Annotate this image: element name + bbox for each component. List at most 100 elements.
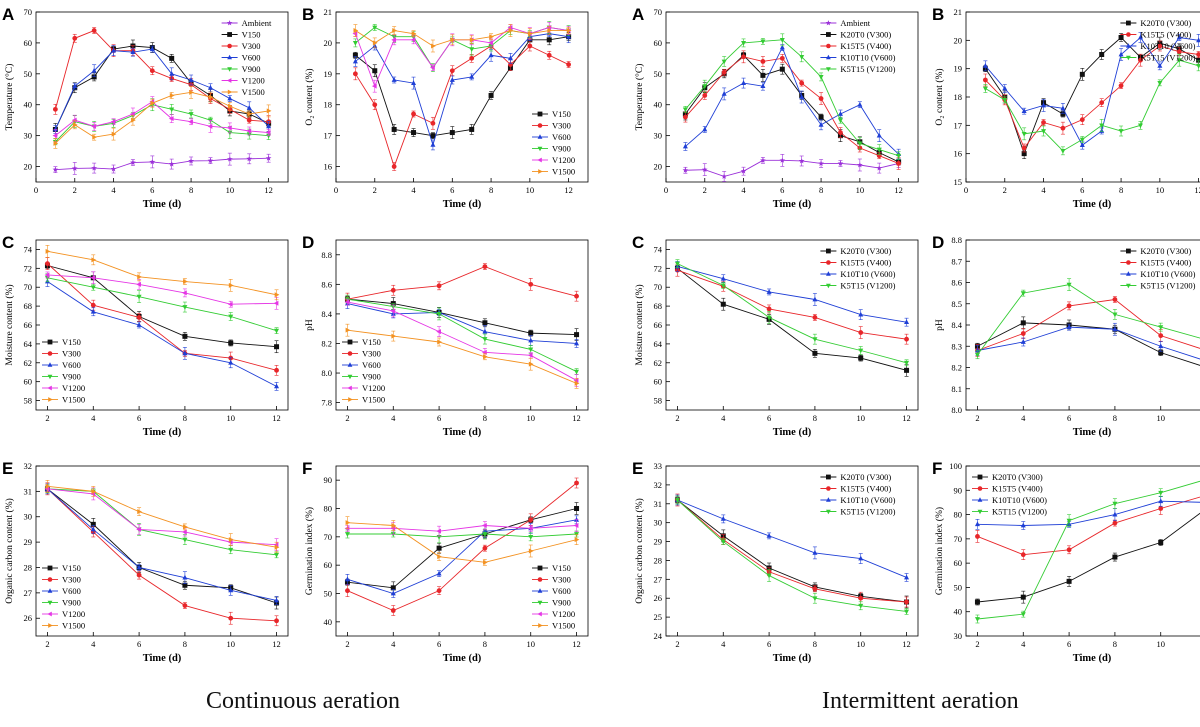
legend-marker bbox=[1126, 43, 1131, 48]
x-tick-label: 12 bbox=[572, 639, 581, 649]
legend-label: K15T5 (V400) bbox=[840, 484, 891, 494]
legend-marker bbox=[537, 146, 543, 152]
data-point bbox=[436, 528, 441, 534]
y-axis-label: Organic carbon content (%) bbox=[4, 498, 15, 604]
legend-label: V1500 bbox=[242, 87, 265, 97]
series-line bbox=[977, 480, 1200, 620]
legend-label: V900 bbox=[242, 64, 261, 74]
legend-label: K5T15 (V1200) bbox=[1140, 53, 1195, 63]
data-point bbox=[702, 126, 708, 132]
data-point bbox=[92, 134, 98, 140]
y-tick-label: 58 bbox=[24, 396, 33, 406]
x-tick-label: 6 bbox=[137, 639, 141, 649]
y-tick-label: 60 bbox=[24, 38, 33, 48]
data-point bbox=[982, 62, 988, 68]
legend-marker bbox=[47, 374, 53, 380]
data-point bbox=[345, 520, 351, 526]
x-tick-label: 2 bbox=[703, 185, 707, 195]
data-point bbox=[482, 349, 487, 355]
legend: K20T0 (V300) K15T5 (V400)K10T10 (V600) K5T… bbox=[1120, 18, 1196, 63]
series-v1500 bbox=[45, 245, 280, 301]
data-point bbox=[721, 91, 727, 96]
legend-label: K10T10 (V600) bbox=[992, 495, 1047, 505]
data-point bbox=[52, 133, 58, 139]
data-point bbox=[574, 506, 580, 511]
data-point bbox=[1176, 34, 1182, 40]
data-point bbox=[488, 52, 494, 58]
series-line bbox=[977, 284, 1200, 356]
series-line bbox=[47, 277, 277, 332]
x-tick-label: 12 bbox=[264, 185, 273, 195]
data-point bbox=[469, 74, 475, 79]
y-tick-label: 100 bbox=[949, 461, 962, 471]
data-point bbox=[411, 130, 417, 136]
series-k15t5-v400- bbox=[975, 296, 1200, 357]
y-axis-label: Organic carbon content (%) bbox=[634, 498, 645, 604]
legend-marker bbox=[227, 89, 233, 95]
series-line bbox=[47, 274, 277, 305]
data-point bbox=[1020, 612, 1026, 618]
data-point bbox=[449, 77, 455, 82]
data-point bbox=[266, 123, 272, 129]
series-k10t10-v600- bbox=[974, 495, 1200, 530]
data-point bbox=[858, 555, 864, 561]
x-axis-label: Time (d) bbox=[773, 427, 812, 438]
y-tick-label: 18 bbox=[324, 100, 333, 110]
data-point bbox=[721, 59, 727, 65]
data-point bbox=[779, 55, 785, 61]
y-tick-label: 27 bbox=[654, 574, 663, 584]
panel-letter: A bbox=[632, 5, 644, 24]
x-tick-label: 10 bbox=[226, 413, 235, 423]
data-point bbox=[812, 596, 818, 602]
data-point bbox=[528, 534, 534, 540]
legend-marker bbox=[977, 474, 983, 480]
data-point bbox=[904, 360, 910, 366]
data-point bbox=[766, 306, 772, 312]
data-point bbox=[682, 167, 689, 173]
y-tick-label: 60 bbox=[654, 38, 663, 48]
data-point bbox=[1060, 125, 1066, 131]
series-line bbox=[685, 39, 899, 157]
data-point bbox=[228, 537, 234, 543]
legend: K20T0 (V300) K15T5 (V400)K10T10 (V600) K5T… bbox=[820, 472, 896, 517]
data-point bbox=[207, 157, 214, 164]
y-tick-label: 64 bbox=[654, 339, 663, 349]
data-point bbox=[246, 155, 253, 162]
data-point bbox=[449, 130, 455, 136]
data-point bbox=[527, 31, 533, 37]
y-tick-label: 60 bbox=[24, 377, 33, 387]
data-point bbox=[169, 92, 175, 98]
plot-frame bbox=[965, 465, 1200, 637]
data-point bbox=[1112, 520, 1118, 526]
data-point bbox=[1176, 49, 1182, 55]
legend-label: V1200 bbox=[552, 155, 575, 165]
series-line bbox=[47, 488, 277, 601]
data-point bbox=[169, 70, 175, 76]
data-point bbox=[372, 68, 378, 74]
data-point bbox=[1020, 594, 1026, 600]
data-point bbox=[182, 574, 188, 580]
legend-marker bbox=[537, 123, 543, 128]
x-tick-label: 10 bbox=[526, 413, 535, 423]
legend-marker bbox=[1126, 260, 1131, 265]
series-line bbox=[47, 263, 277, 371]
x-tick-label: 0 bbox=[334, 185, 338, 195]
data-point bbox=[760, 59, 766, 64]
series-v1500 bbox=[345, 323, 580, 389]
series-v1200 bbox=[44, 485, 279, 551]
data-point bbox=[390, 287, 396, 293]
legend-label: K10T10 (V600) bbox=[1140, 269, 1195, 279]
series-line bbox=[347, 482, 577, 611]
data-point bbox=[741, 41, 747, 46]
legend-label: V900 bbox=[552, 598, 571, 608]
data-point bbox=[436, 588, 442, 594]
data-point bbox=[876, 132, 882, 138]
x-tick-label: 4 bbox=[411, 185, 416, 195]
legend-label: V1200 bbox=[62, 609, 85, 619]
x-tick-label: 12 bbox=[272, 413, 281, 423]
series-ambient bbox=[52, 152, 272, 175]
data-point bbox=[574, 293, 579, 299]
panel-letter: D bbox=[302, 233, 314, 252]
legend-marker bbox=[826, 54, 831, 60]
data-point bbox=[876, 147, 882, 153]
